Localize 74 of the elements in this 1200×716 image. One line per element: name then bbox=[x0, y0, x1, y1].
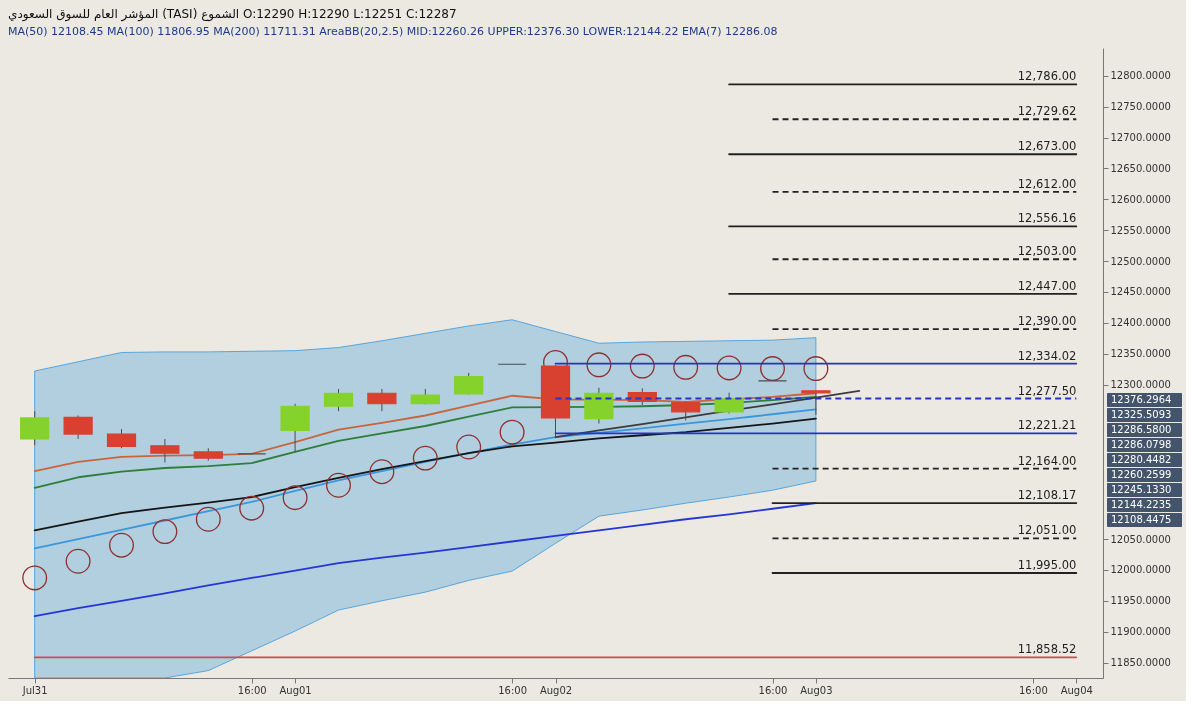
y-tick-label: 11950.0000 bbox=[1110, 595, 1171, 607]
x-tick-label: Aug02 bbox=[539, 684, 573, 696]
data-label: 12,447.00 bbox=[1017, 278, 1077, 293]
point bbox=[629, 353, 655, 379]
data-label: 12,108.17 bbox=[1017, 488, 1077, 503]
data-label: 12,390.00 bbox=[1017, 314, 1077, 329]
y-tick-label: 12000.0000 bbox=[1110, 564, 1171, 576]
data-label: 11,995.00 bbox=[1017, 558, 1077, 572]
y-tick-label: 12450.0000 bbox=[1110, 286, 1171, 298]
data-label: 12,729.62 bbox=[1017, 104, 1077, 119]
y-tick-label: 12400.0000 bbox=[1110, 317, 1171, 329]
text: 12245.1330 bbox=[1111, 484, 1172, 496]
y-tick-label: 12300.0000 bbox=[1110, 379, 1171, 391]
y-tick-label: 11850.0000 bbox=[1110, 657, 1171, 669]
chart-subtitle: MA(50) 12108.45 MA(100) 11806.95 MA(200) 11711.31 AreaBB(20,2.5) MID:12260.26 UPPER:12376.30 LOWER:12144.22 EMA(7) 12286.08 bbox=[8, 25, 778, 38]
point bbox=[586, 352, 612, 378]
point bbox=[673, 354, 699, 380]
chart-title: المؤشر العام للسوق السعودي (TASI) الشموع O:12290 H:12290 L:12251 C:12287 bbox=[8, 7, 457, 22]
x-tick-label: 16:00 bbox=[1018, 684, 1048, 696]
y-tick-label: 11900.0000 bbox=[1110, 626, 1171, 638]
point bbox=[803, 356, 829, 382]
y-tick-label: 12350.0000 bbox=[1110, 348, 1171, 360]
line-series bbox=[554, 389, 861, 439]
point bbox=[369, 459, 395, 485]
point bbox=[412, 445, 438, 471]
text: 12286.0798 bbox=[1111, 439, 1172, 451]
text: 12376.2964 bbox=[1111, 394, 1172, 406]
point bbox=[760, 356, 785, 382]
line-series bbox=[33, 408, 817, 550]
data-label: 12,277.50 bbox=[1017, 383, 1077, 398]
y-tick-label: 12600.0000 bbox=[1110, 193, 1171, 205]
point bbox=[326, 472, 351, 498]
y-tick-label: 12700.0000 bbox=[1110, 132, 1171, 144]
data-label: 12,221.21 bbox=[1017, 418, 1077, 433]
x-tick-label: 16:00 bbox=[237, 684, 267, 696]
point bbox=[65, 548, 91, 574]
data-label: 12,786.00 bbox=[1017, 69, 1077, 84]
point bbox=[456, 434, 482, 460]
line-series bbox=[33, 417, 817, 532]
data-label: 12,612.00 bbox=[1017, 176, 1077, 191]
text: 12325.5093 bbox=[1111, 409, 1172, 421]
point bbox=[239, 495, 265, 521]
data-label: 12,164.00 bbox=[1017, 453, 1077, 468]
x-tick-label: 16:00 bbox=[758, 684, 788, 696]
y-tick-label: 12650.0000 bbox=[1110, 162, 1171, 174]
x-tick-label: Aug01 bbox=[279, 684, 312, 696]
point bbox=[716, 355, 742, 381]
y-tick-label: 12750.0000 bbox=[1110, 101, 1171, 113]
text: 12260.2599 bbox=[1111, 469, 1172, 481]
point bbox=[109, 532, 134, 558]
data-label: 12,051.00 bbox=[1017, 523, 1077, 538]
y-tick-label: 12550.0000 bbox=[1110, 224, 1171, 236]
point bbox=[22, 565, 48, 591]
y-tick-label: 12050.0000 bbox=[1110, 533, 1171, 545]
x-tick-label: Jul31 bbox=[21, 684, 48, 696]
y-tick-label: 12800.0000 bbox=[1110, 70, 1171, 82]
data-label: 12,673.00 bbox=[1017, 139, 1077, 154]
y-tick-label: 12500.0000 bbox=[1110, 255, 1171, 267]
text: 12144.2235 bbox=[1111, 499, 1172, 511]
data-label: 11,858.52 bbox=[1017, 642, 1077, 657]
point bbox=[152, 519, 178, 545]
text: 12280.4482 bbox=[1111, 454, 1172, 466]
x-tick-label: Aug03 bbox=[800, 684, 833, 696]
point bbox=[282, 485, 308, 511]
candlestick bbox=[801, 390, 831, 416]
point bbox=[499, 419, 525, 445]
text: 12286.5800 bbox=[1111, 424, 1172, 436]
x-tick-label: 16:00 bbox=[498, 684, 528, 696]
data-label: 12,334.02 bbox=[1017, 348, 1077, 363]
point bbox=[195, 506, 221, 532]
data-label: 12,503.00 bbox=[1017, 244, 1077, 259]
data-label: 12,556.16 bbox=[1017, 211, 1077, 226]
text: 12108.4475 bbox=[1111, 514, 1172, 526]
x-tick-label: Aug04 bbox=[1060, 684, 1093, 696]
